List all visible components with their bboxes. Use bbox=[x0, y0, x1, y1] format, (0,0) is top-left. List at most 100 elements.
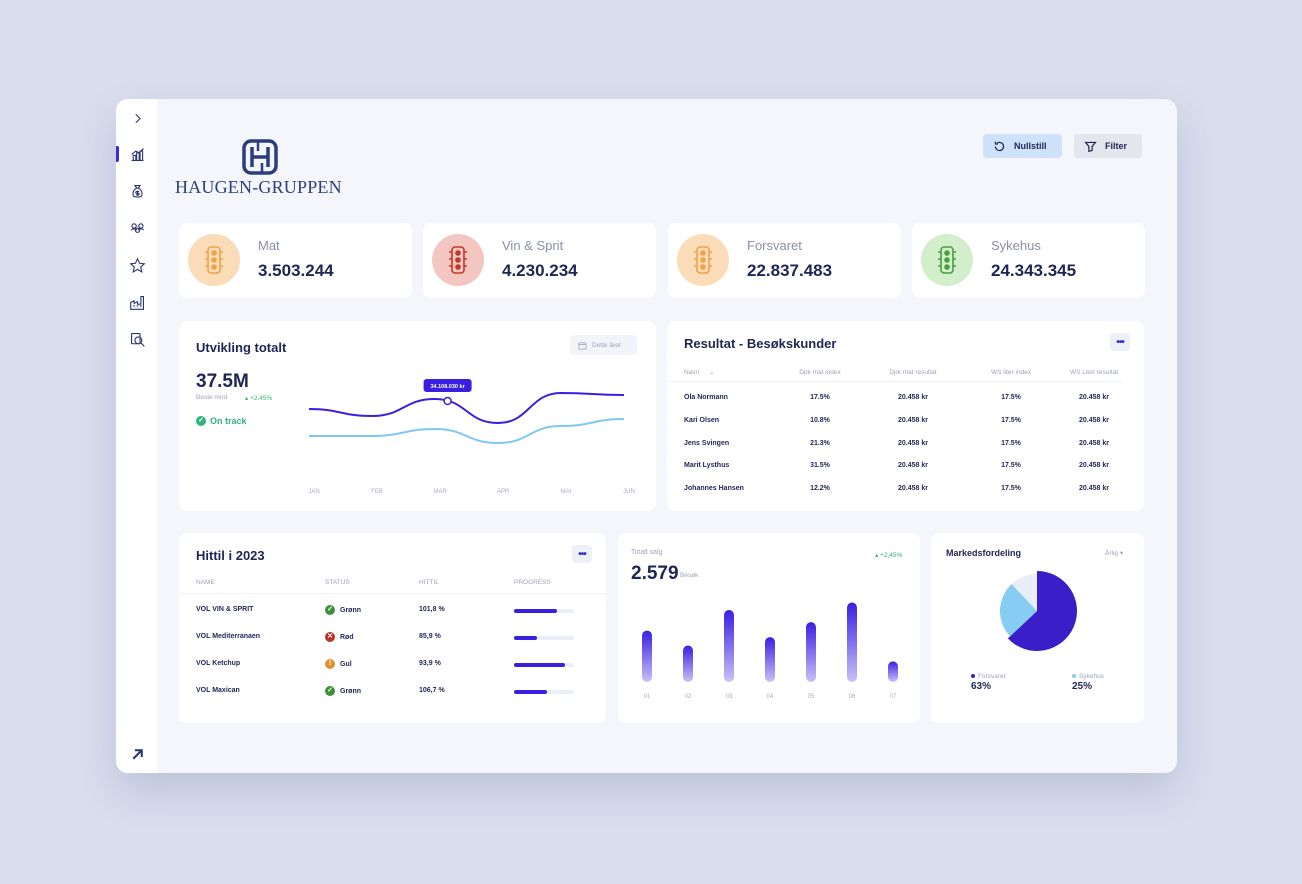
pie-slice-other[interactable] bbox=[1011, 574, 1037, 611]
period-select[interactable]: Dette året bbox=[570, 335, 637, 355]
bar-02[interactable] bbox=[683, 645, 693, 682]
progress-fill bbox=[514, 690, 547, 694]
table-row[interactable]: Kari Olsen 10.8% 20.458 kr 17.5% 20.458 kr bbox=[667, 415, 1144, 437]
bar-06[interactable] bbox=[847, 602, 857, 682]
progress-fill bbox=[514, 636, 537, 640]
table-row[interactable]: Marit Lysthus 31.5% 20.458 kr 17.5% 20.458 k… bbox=[667, 460, 1144, 482]
table-cell: 20.458 kr bbox=[1079, 485, 1109, 493]
bar-01[interactable] bbox=[642, 630, 652, 682]
market-title: Markedsfordeling bbox=[946, 548, 1022, 558]
sales-unit: Besøk bbox=[680, 572, 699, 579]
kpi-label: Vin & Sprit bbox=[502, 238, 564, 253]
result-card: Resultat - Besøkskunder ••• Navn Dpk mat … bbox=[667, 321, 1144, 511]
row-status: ✓ Grønn bbox=[325, 686, 361, 696]
brand-mark-icon bbox=[242, 139, 278, 175]
kpi-value: 22.837.483 bbox=[747, 261, 833, 280]
hittil-more-button[interactable]: ••• bbox=[572, 545, 592, 563]
table-row[interactable]: VOL Ketchup ! Gul 93,9 % bbox=[179, 658, 606, 680]
table-row[interactable]: Johannes Hansen 12.2% 20.458 kr 17.5% 20.458… bbox=[667, 483, 1144, 505]
funnel-icon bbox=[1084, 141, 1097, 152]
table-cell: 17.5% bbox=[1001, 416, 1021, 424]
legend-name: Sykehus bbox=[1079, 673, 1104, 680]
kpi-card[interactable]: Sykehus 24.343.345 bbox=[912, 223, 1145, 298]
table-row[interactable]: Ola Normann 17.5% 20.458 kr 17.5% 20.458 kr bbox=[667, 392, 1144, 414]
table-row[interactable]: Jens Svingen 21.3% 20.458 kr 17.5% 20.458 kr bbox=[667, 438, 1144, 460]
status-label: Rød bbox=[340, 633, 354, 641]
kpi-value: 4.230.234 bbox=[502, 261, 578, 280]
progress-bar bbox=[514, 690, 574, 694]
pie-slice-forsvaret[interactable] bbox=[1007, 571, 1077, 651]
row-status: ! Gul bbox=[325, 659, 352, 669]
table-cell: 20.458 kr bbox=[1079, 462, 1109, 470]
x-tick-label: APR bbox=[497, 489, 510, 495]
legend-label: Sykehus bbox=[1072, 673, 1104, 680]
legend-value: 25% bbox=[1072, 681, 1093, 692]
app-window: HAUGEN-GRUPPEN Nullstill Filter Mat 3.50… bbox=[116, 99, 1177, 773]
bar-05[interactable] bbox=[806, 622, 816, 682]
kpi-label: Forsvaret bbox=[747, 238, 802, 253]
result-more-button[interactable]: ••• bbox=[1110, 333, 1130, 351]
table-cell: Kari Olsen bbox=[684, 416, 720, 424]
bar-03[interactable] bbox=[724, 610, 734, 682]
x-tick-label: MAR bbox=[433, 489, 447, 495]
kpi-card[interactable]: Vin & Sprit 4.230.234 bbox=[423, 223, 656, 298]
status-label: Grønn bbox=[340, 606, 361, 614]
table-row[interactable]: VOL Mediterranaen ✕ Rød 85,9 % bbox=[179, 631, 606, 653]
legend-value: 63% bbox=[971, 681, 992, 692]
table-cell: 31.5% bbox=[810, 462, 830, 470]
status-label: On track bbox=[210, 416, 247, 426]
table-row[interactable]: VOL VIN & SPRIT ✓ Grønn 101,8 % bbox=[179, 604, 606, 626]
kpi-badge bbox=[432, 234, 484, 286]
chart-icon[interactable] bbox=[127, 144, 147, 164]
progress-bar bbox=[514, 663, 574, 667]
row-hittil: 85,9 % bbox=[419, 633, 441, 640]
chevron-right-icon[interactable] bbox=[127, 108, 147, 128]
factory-icon[interactable] bbox=[127, 292, 147, 312]
development-card: Utvikling totalt Dette året 37.5M Beste … bbox=[179, 321, 656, 511]
table-cell: 20.458 kr bbox=[1079, 439, 1109, 447]
row-status: ✕ Rød bbox=[325, 632, 354, 642]
check-circle-icon: ✓ bbox=[196, 416, 206, 426]
kpi-value: 24.343.345 bbox=[991, 261, 1077, 280]
kpi-card[interactable]: Forsvaret 22.837.483 bbox=[668, 223, 901, 298]
arrow-up-right-icon[interactable] bbox=[127, 744, 147, 764]
market-period-select[interactable]: Årlig ▾ bbox=[1105, 550, 1124, 557]
row-hittil: 93,9 % bbox=[419, 660, 441, 667]
table-row[interactable]: VOL Maxican ✓ Grønn 106,7 % bbox=[179, 685, 606, 707]
bar-07[interactable] bbox=[888, 661, 898, 682]
kpi-label: Sykehus bbox=[991, 238, 1041, 253]
sales-card: Totalt salg 2.579 Besøk ▴ +2,45% 01 02 03 0… bbox=[618, 533, 920, 723]
result-column-header: Dpk mat resultat bbox=[889, 369, 937, 376]
table-cell: Ola Normann bbox=[684, 394, 728, 401]
traffic-light-icon bbox=[449, 246, 467, 274]
table-cell: 12.2% bbox=[810, 485, 830, 493]
group-icon[interactable] bbox=[127, 218, 147, 238]
brand-logo: HAUGEN-GRUPPEN bbox=[175, 139, 345, 199]
bar-04[interactable] bbox=[765, 637, 775, 682]
hittil-column-header: NAME bbox=[196, 579, 215, 586]
row-name: VOL Mediterranaen bbox=[196, 633, 261, 640]
table-cell: 10.8% bbox=[810, 416, 830, 424]
sales-value: 2.579 bbox=[631, 563, 679, 584]
legend-dot bbox=[971, 674, 975, 679]
legend-name: Forsvaret bbox=[978, 673, 1006, 680]
status-label: Grønn bbox=[340, 687, 361, 695]
bar-label: 03 bbox=[726, 694, 733, 700]
highlight-point[interactable] bbox=[443, 396, 452, 406]
table-cell: 20.458 kr bbox=[1079, 416, 1109, 424]
table-cell: 20.458 kr bbox=[898, 416, 928, 424]
tooltip-label: 34.108.030 kr bbox=[430, 384, 465, 390]
reset-button[interactable]: Nullstill bbox=[983, 134, 1062, 158]
pie-slice-sykehus[interactable] bbox=[1000, 584, 1037, 637]
bar-label: 07 bbox=[890, 694, 897, 700]
chevron-down-icon[interactable]: ⌄ bbox=[709, 369, 715, 376]
search-doc-icon[interactable] bbox=[127, 329, 147, 349]
money-bag-icon[interactable] bbox=[127, 181, 147, 201]
star-icon[interactable] bbox=[127, 255, 147, 275]
table-cell: 17.5% bbox=[1001, 462, 1021, 470]
development-sub: Beste mnd bbox=[196, 394, 228, 401]
kpi-card[interactable]: Mat 3.503.244 bbox=[179, 223, 412, 298]
hittil-column-header: STATUS bbox=[325, 579, 350, 586]
result-column-header[interactable]: Navn bbox=[684, 369, 700, 376]
filter-button[interactable]: Filter bbox=[1074, 134, 1142, 158]
